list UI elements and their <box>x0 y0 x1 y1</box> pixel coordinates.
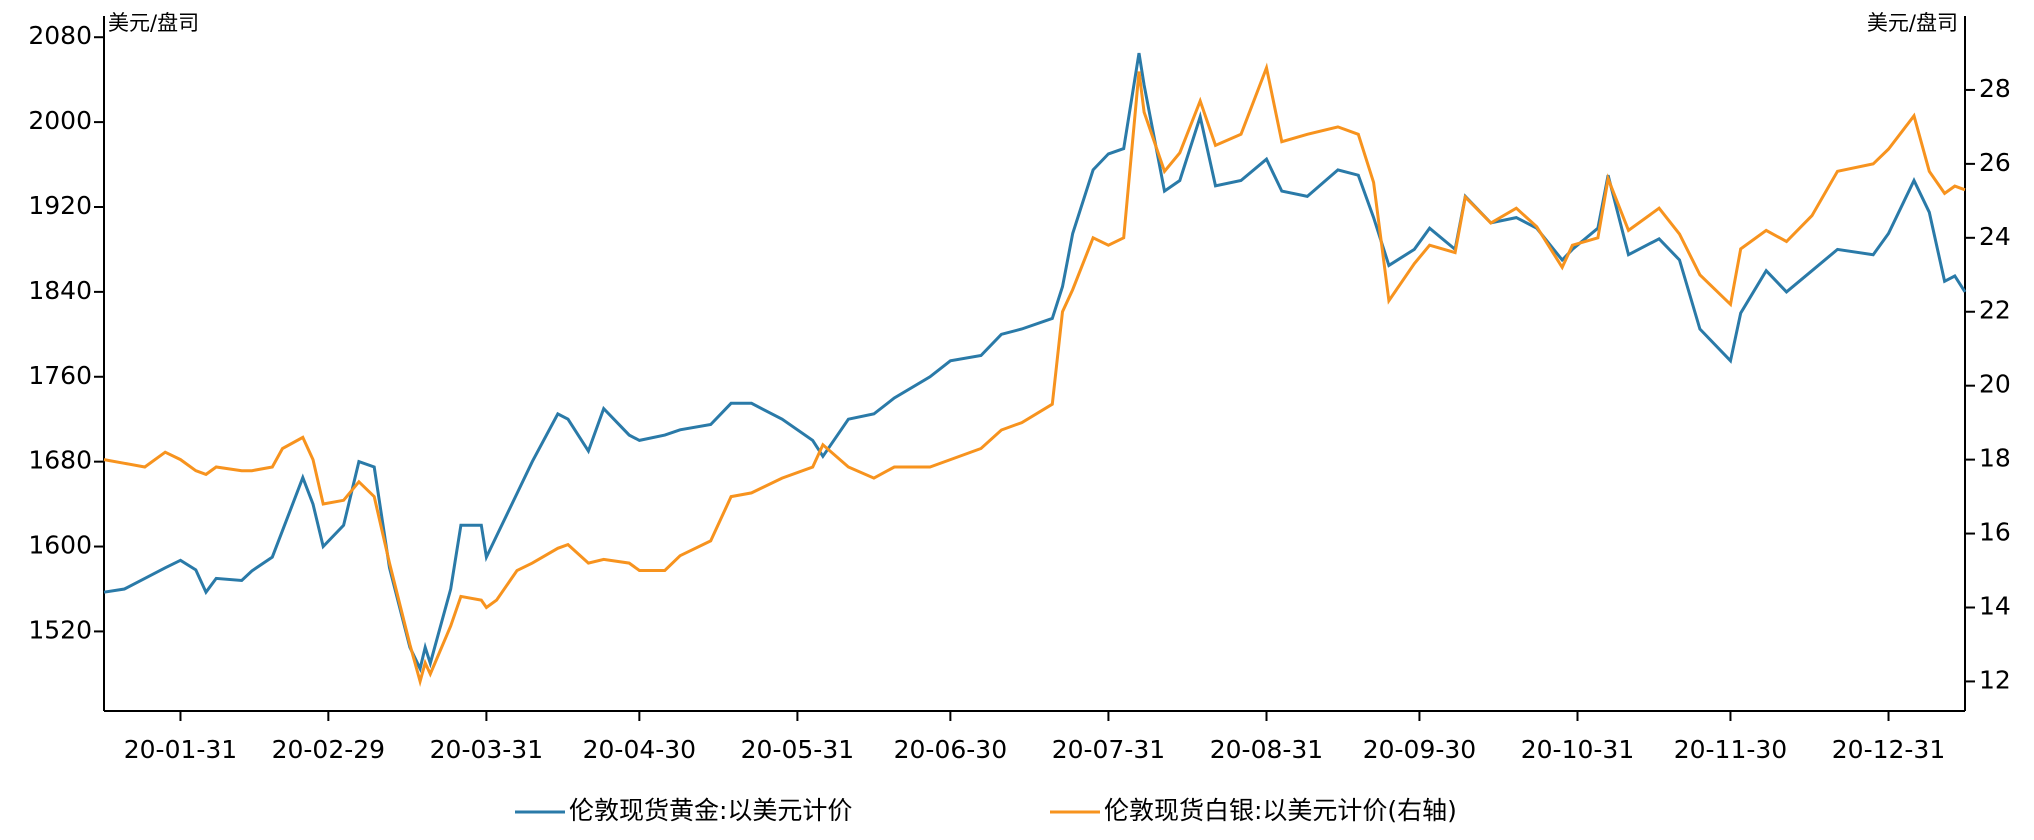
x-tick-label: 20-02-29 <box>272 735 385 764</box>
x-tick-label: 20-09-30 <box>1363 735 1476 764</box>
y2-tick-label: 18 <box>1979 444 2011 473</box>
line-series <box>103 62 1966 688</box>
x-tick-label: 20-01-31 <box>124 735 237 764</box>
line-series <box>103 52 1967 674</box>
x-tick-label: 20-07-31 <box>1052 735 1165 764</box>
y-axis-unit: 美元/盘司 <box>108 11 199 35</box>
y-tick-label: 1760 <box>28 361 92 390</box>
legend-label: 伦敦现货黄金:以美元计价 <box>569 796 852 825</box>
x-tick-label: 20-04-30 <box>583 735 696 764</box>
y-tick-label: 1600 <box>28 531 92 560</box>
y2-tick-label: 22 <box>1979 296 2011 325</box>
y2-tick-label: 16 <box>1979 518 2011 547</box>
x-tick-label: 20-03-31 <box>430 735 543 764</box>
x-tick-label: 20-08-31 <box>1210 735 1323 764</box>
y2-tick-label: 26 <box>1979 148 2011 177</box>
y2-tick-label: 12 <box>1979 665 2011 694</box>
x-tick-label: 20-05-31 <box>741 735 854 764</box>
y-tick-label: 2080 <box>28 21 92 50</box>
y2-tick-label: 20 <box>1979 370 2011 399</box>
x-tick-label: 20-06-30 <box>894 735 1007 764</box>
y2-tick-label: 14 <box>1979 591 2011 620</box>
y-tick-label: 1920 <box>28 191 92 220</box>
y2-tick-label: 28 <box>1979 74 2011 103</box>
y2-tick-label: 24 <box>1979 222 2011 251</box>
y-tick-label: 2000 <box>28 106 92 135</box>
y-tick-label: 1520 <box>28 615 92 644</box>
legend-label: 伦敦现货白银:以美元计价(右轴) <box>1104 796 1457 825</box>
y2-axis-unit: 美元/盘司 <box>1867 11 1958 35</box>
y-tick-label: 1840 <box>28 276 92 305</box>
y-tick-label: 1680 <box>28 446 92 475</box>
x-tick-label: 20-11-30 <box>1674 735 1787 764</box>
x-tick-label: 20-12-31 <box>1832 735 1945 764</box>
x-tick-label: 20-10-31 <box>1521 735 1634 764</box>
